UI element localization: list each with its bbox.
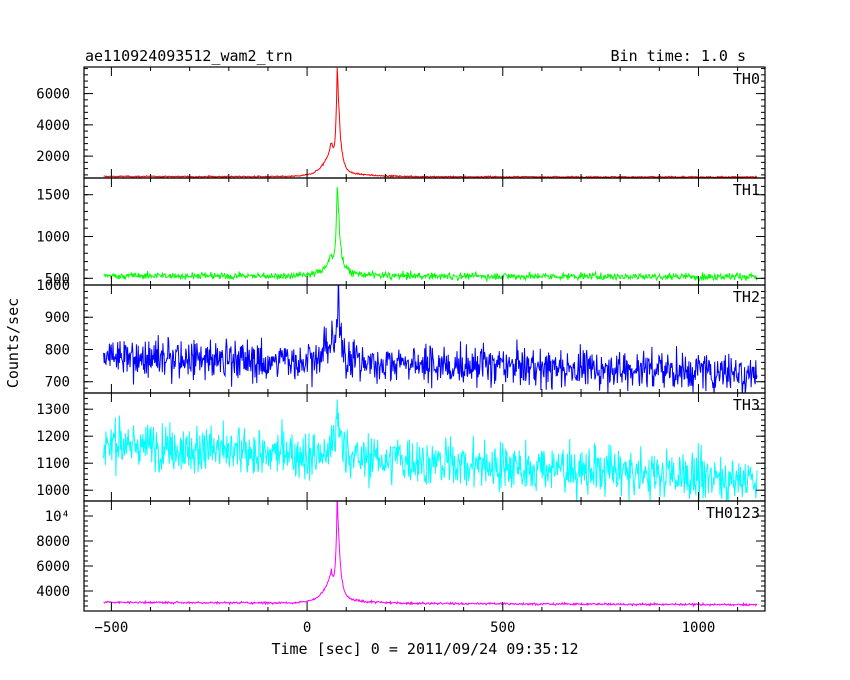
panel-th2: 700 800 900 1000 TH2 — [36, 278, 766, 394]
bin-time-label: Bin time: 1.0 s — [611, 47, 746, 65]
x-tick-label: 0 — [303, 620, 311, 636]
y-tick-label: 900 — [45, 310, 70, 326]
y-tick-label: 6000 — [36, 87, 70, 103]
y-tick-label: 500 — [45, 271, 70, 287]
panel-frame — [83, 392, 766, 502]
panel-frame — [83, 177, 766, 286]
series-th0123 — [103, 501, 758, 608]
y-tick-label: 1300 — [36, 402, 70, 418]
y-tick-label: 4000 — [36, 118, 70, 134]
panel-label: TH0 — [733, 70, 760, 88]
y-tick-label: 700 — [45, 375, 70, 391]
y-tick-label: 1000 — [36, 483, 70, 499]
series-th0 — [103, 67, 757, 178]
y-tick-label: 1200 — [36, 429, 70, 445]
panel-th3: 1000 1100 1200 1300 TH3 — [36, 392, 766, 502]
panel-th1: 500 1000 1500 TH1 — [36, 177, 766, 287]
y-tick-label: 6000 — [36, 559, 70, 575]
panel-label: TH3 — [733, 396, 760, 414]
x-axis: −500 0 500 1000 — [95, 620, 716, 636]
x-tick-label: 1000 — [682, 620, 716, 636]
series-th2 — [103, 285, 758, 393]
x-axis-label: Time [sec] 0 = 2011/09/24 09:35:12 — [271, 640, 578, 658]
panel-label: TH0123 — [706, 504, 760, 522]
panel-frame — [83, 66, 766, 179]
x-tick-label: −500 — [95, 620, 129, 636]
series-th3 — [103, 399, 758, 501]
x-tick-label: 500 — [490, 620, 515, 636]
panel-th0: 2000 4000 6000 TH0 — [36, 66, 766, 179]
y-tick-label: 800 — [45, 342, 70, 358]
y-tick-label: 2000 — [36, 149, 70, 165]
y-tick-label: 1100 — [36, 456, 70, 472]
panel-label: TH1 — [733, 181, 760, 199]
series-th1 — [103, 186, 758, 283]
chart-title: ae110924093512_wam2_trn — [85, 47, 293, 65]
panel-label: TH2 — [733, 288, 760, 306]
y-tick-label: 1000 — [36, 230, 70, 246]
y-axis-label: Counts/sec — [4, 298, 22, 388]
y-tick-label: 8000 — [36, 534, 70, 550]
panel-frame — [83, 500, 766, 612]
y-tick-label: 1500 — [36, 188, 70, 204]
y-tick-label: 1000 — [36, 278, 70, 294]
y-tick-label: 10⁴ — [45, 509, 70, 525]
y-tick-label: 4000 — [36, 584, 70, 600]
panel-th0123: 4000 6000 8000 10⁴ TH0123 — [36, 500, 766, 612]
